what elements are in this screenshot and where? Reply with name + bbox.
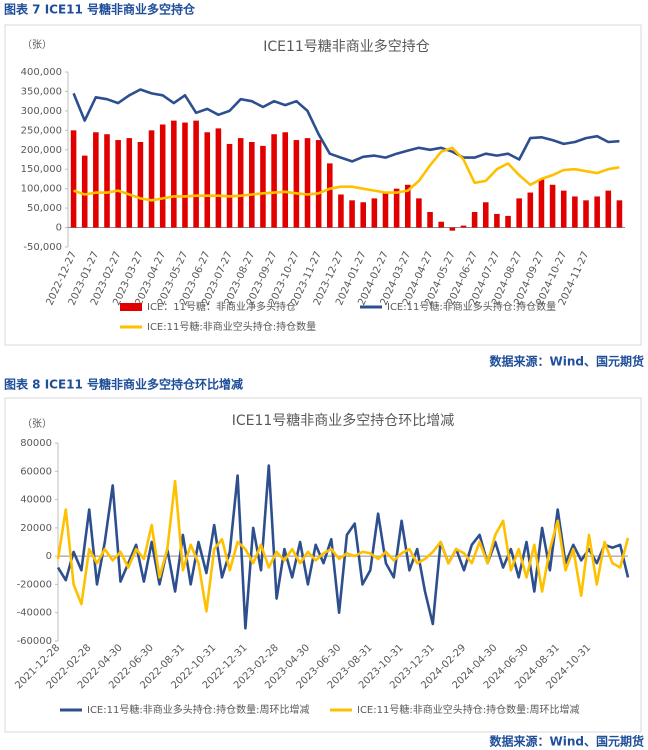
line (56, 479, 630, 613)
y-tick-label: 0 (46, 551, 52, 562)
bar (271, 134, 277, 228)
bar (371, 198, 378, 228)
source: 数据来源：Wind、国元期货 (490, 354, 644, 369)
bar (460, 225, 467, 228)
y-tick-label: 350,000 (21, 86, 62, 97)
y-tick-label: 60000 (20, 466, 52, 477)
bar (527, 192, 534, 228)
bar (438, 221, 444, 228)
y-tick-label: 400,000 (21, 67, 62, 78)
line (73, 146, 620, 202)
bar (304, 138, 311, 228)
bar (137, 142, 144, 228)
bar (560, 190, 567, 228)
chart-title: ICE11号糖非商业多空持仓 (263, 38, 430, 55)
bar (616, 200, 623, 228)
bar (538, 178, 545, 228)
bar (126, 138, 133, 228)
line (56, 464, 630, 630)
bar (427, 212, 433, 228)
y-tick-label: 20000 (20, 523, 52, 534)
bar (159, 124, 166, 228)
caption: 图表 8 ICE11 号糖非商业多空持仓环比增减 (4, 377, 243, 392)
chart-frame (4, 24, 642, 346)
bar (93, 132, 99, 228)
bar (505, 215, 511, 228)
caption: 图表 7 ICE11 号糖非商业多空持仓 (4, 2, 196, 17)
bar (594, 196, 600, 228)
bar (338, 194, 344, 228)
bar (605, 190, 612, 228)
legend-swatch (120, 303, 142, 311)
y-tick-label: 150,000 (21, 164, 62, 175)
bar (549, 184, 556, 228)
line (72, 88, 620, 163)
bar (260, 145, 266, 228)
y-tick-label: 80000 (20, 438, 52, 449)
chart-frame (4, 397, 642, 733)
y-tick-label: -50,000 (23, 242, 62, 253)
bar (237, 138, 244, 228)
y-tick-label: -20000 (17, 579, 52, 590)
bar (226, 143, 233, 228)
bar (416, 198, 422, 228)
bar (516, 198, 522, 228)
bar (104, 134, 110, 228)
bar (204, 132, 211, 228)
bar (471, 212, 478, 228)
y-tick-label: 0 (56, 223, 62, 234)
bar (327, 163, 333, 228)
legend-label: ICE：11号糖：非商业净多头持仓 (147, 300, 296, 313)
bar (315, 140, 322, 228)
bar (81, 155, 88, 228)
y-unit: （张） (22, 418, 52, 430)
y-tick-label: 250,000 (21, 125, 62, 136)
bar (249, 142, 255, 228)
bar (382, 192, 389, 228)
bar (148, 130, 155, 228)
bar (349, 200, 355, 228)
y-tick-label: -60000 (17, 636, 52, 647)
y-unit: （张） (22, 39, 52, 51)
bar (182, 122, 188, 228)
legend-label: ICE:11号糖:非商业多头持仓:持仓数量 (387, 300, 556, 313)
bar (115, 140, 121, 228)
bar (393, 188, 400, 228)
y-tick-label: 100,000 (21, 184, 62, 195)
legend-label: ICE:11号糖:非商业空头持仓:持仓数量 (147, 320, 316, 333)
bar (482, 202, 489, 228)
bar (404, 184, 411, 228)
bar (193, 120, 199, 228)
bar (215, 128, 222, 228)
bar (572, 196, 578, 228)
y-tick-label: 50,000 (27, 203, 62, 214)
y-tick-label: 40000 (20, 495, 52, 506)
bar (494, 213, 500, 228)
y-tick-label: -40000 (17, 608, 52, 619)
bar (360, 202, 366, 228)
bar (449, 227, 456, 231)
bar (282, 132, 289, 228)
bar (171, 120, 177, 228)
bar (293, 140, 300, 228)
y-tick-label: 200,000 (21, 145, 62, 156)
bar (583, 200, 589, 228)
legend-label: ICE:11号糖:非商业多头持仓:持仓数量:周环比增减 (87, 703, 309, 716)
bar (70, 130, 77, 228)
y-tick-label: 300,000 (21, 106, 62, 117)
source: 数据来源：Wind、国元期货 (490, 734, 644, 749)
legend-label: ICE:11号糖:非商业空头持仓:持仓数量:周环比增减 (357, 703, 579, 716)
chart-title: ICE11号糖非商业多空持仓环比增减 (232, 412, 455, 429)
